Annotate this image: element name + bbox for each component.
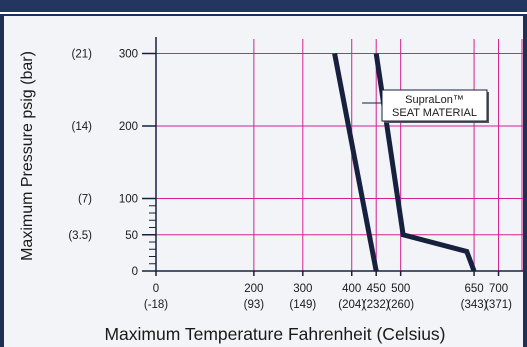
x-tick-sublabel: (232) xyxy=(363,299,390,311)
y-tick-label: 100 xyxy=(119,194,138,206)
x-tick-label: 200 xyxy=(244,283,263,295)
axes xyxy=(142,37,523,276)
callout-box xyxy=(381,89,488,122)
x-tick-label: 500 xyxy=(391,283,410,295)
x-tick-sublabel: (260) xyxy=(387,299,414,311)
tick-labels: 0 50 (3.5) 100 (7) 200 (14) 300 (21) 0 (-18) 200 (93… xyxy=(68,49,512,312)
x-tick-sublabel: (204) xyxy=(338,299,365,311)
x-tick-sublabel: (343) xyxy=(461,299,488,311)
x-tick-sublabel: (93) xyxy=(244,299,265,311)
callout-text: SupraLon™ xyxy=(405,94,464,106)
x-tick-label: 300 xyxy=(293,283,312,295)
x-tick-label: 700 xyxy=(489,283,508,295)
y-tick-sublabel: (3.5) xyxy=(68,230,92,242)
y-axis-label: Maximum Pressure psig (bar) xyxy=(19,51,36,261)
y-tick-sublabel: (7) xyxy=(78,194,92,206)
callout-text: SEAT MATERIAL xyxy=(392,107,477,119)
x-tick-label: 450 xyxy=(367,283,386,295)
y-tick-label: 300 xyxy=(119,49,138,61)
y-tick-label: 50 xyxy=(125,230,138,242)
x-tick-sublabel: (-18) xyxy=(144,299,168,311)
y-tick-sublabel: (21) xyxy=(72,49,93,61)
y-tick-label: 200 xyxy=(119,121,138,133)
y-tick-sublabel: (14) xyxy=(72,121,93,133)
header-bar xyxy=(0,0,527,14)
series-line xyxy=(332,53,379,272)
grid xyxy=(156,39,523,271)
chart-panel: SupraLon™ SEAT MATERIAL 0 50 (3.5) 100 (7) 200… xyxy=(4,16,523,347)
y-tick-label: 0 xyxy=(132,266,138,278)
header-divider xyxy=(0,12,527,14)
x-tick-sublabel: (149) xyxy=(289,299,316,311)
x-tick-sublabel: (371) xyxy=(485,299,512,311)
x-tick-label: 650 xyxy=(464,283,483,295)
x-axis-label: Maximum Temperature Fahrenheit (Celsius) xyxy=(104,324,445,344)
series-line xyxy=(373,53,477,272)
series xyxy=(332,53,477,272)
x-tick-label: 400 xyxy=(342,283,361,295)
x-tick-label: 0 xyxy=(153,283,159,295)
